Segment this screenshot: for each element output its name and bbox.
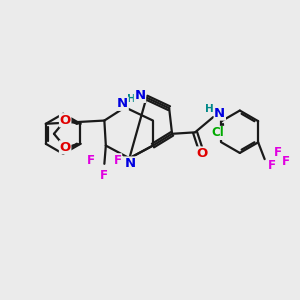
Text: O: O [59, 141, 71, 154]
Text: O: O [59, 114, 71, 127]
Text: F: F [100, 169, 108, 182]
Text: F: F [282, 155, 290, 168]
Text: O: O [196, 147, 207, 160]
Text: N: N [134, 89, 146, 102]
Text: N: N [124, 157, 136, 170]
Text: F: F [87, 154, 95, 167]
Text: N: N [117, 97, 128, 110]
Text: Cl: Cl [212, 126, 224, 140]
Text: F: F [268, 159, 276, 172]
Text: H: H [206, 104, 214, 114]
Text: H: H [127, 94, 136, 104]
Text: F: F [274, 146, 282, 159]
Text: N: N [214, 107, 225, 120]
Text: F: F [114, 154, 122, 167]
